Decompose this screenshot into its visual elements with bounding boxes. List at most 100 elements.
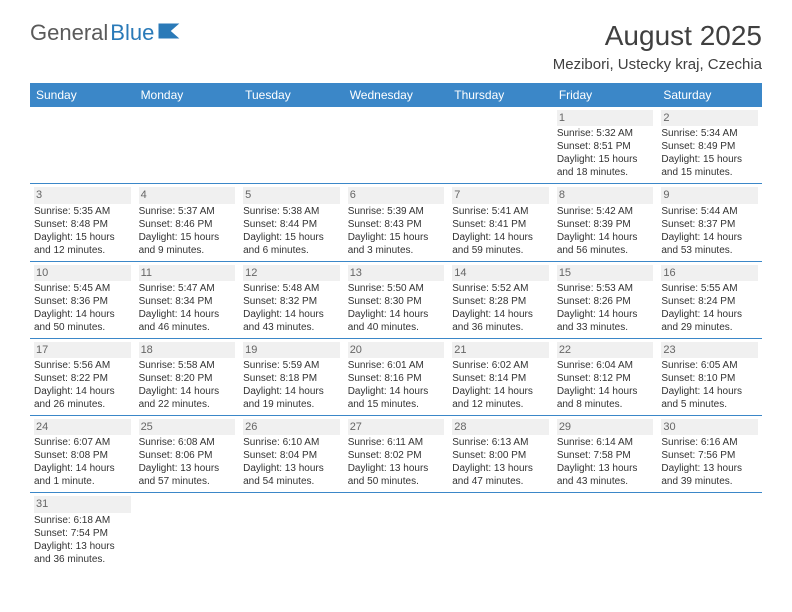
day-details: Sunrise: 6:01 AMSunset: 8:16 PMDaylight:… bbox=[348, 359, 445, 411]
calendar-day-cell bbox=[239, 107, 344, 184]
calendar-day-cell bbox=[239, 493, 344, 570]
location: Mezibori, Ustecky kraj, Czechia bbox=[553, 56, 762, 73]
calendar-day-cell bbox=[553, 493, 658, 570]
day-details: Sunrise: 6:10 AMSunset: 8:04 PMDaylight:… bbox=[243, 436, 340, 488]
calendar-day-cell: 17Sunrise: 5:56 AMSunset: 8:22 PMDayligh… bbox=[30, 338, 135, 415]
day-details: Sunrise: 5:45 AMSunset: 8:36 PMDaylight:… bbox=[34, 282, 131, 334]
day-number: 19 bbox=[243, 342, 340, 358]
day-details: Sunrise: 6:14 AMSunset: 7:58 PMDaylight:… bbox=[557, 436, 654, 488]
calendar-day-cell: 11Sunrise: 5:47 AMSunset: 8:34 PMDayligh… bbox=[135, 261, 240, 338]
calendar-day-cell: 31 Sunrise: 6:18 AMSunset: 7:54 PMDayligh… bbox=[30, 493, 135, 570]
calendar-day-cell: 15Sunrise: 5:53 AMSunset: 8:26 PMDayligh… bbox=[553, 261, 658, 338]
calendar-day-cell bbox=[448, 493, 553, 570]
day-number: 7 bbox=[452, 187, 549, 203]
day-number: 15 bbox=[557, 265, 654, 281]
weekday-header: Sunday bbox=[30, 83, 135, 107]
day-details: Sunrise: 6:02 AMSunset: 8:14 PMDaylight:… bbox=[452, 359, 549, 411]
calendar-day-cell: 22Sunrise: 6:04 AMSunset: 8:12 PMDayligh… bbox=[553, 338, 658, 415]
logo: GeneralBlue bbox=[30, 20, 184, 46]
day-details: Sunrise: 5:56 AMSunset: 8:22 PMDaylight:… bbox=[34, 359, 131, 411]
day-number: 6 bbox=[348, 187, 445, 203]
day-number: 11 bbox=[139, 265, 236, 281]
day-number: 8 bbox=[557, 187, 654, 203]
day-number: 14 bbox=[452, 265, 549, 281]
day-details: Sunrise: 5:34 AMSunset: 8:49 PMDaylight:… bbox=[661, 127, 758, 179]
calendar-day-cell: 13Sunrise: 5:50 AMSunset: 8:30 PMDayligh… bbox=[344, 261, 449, 338]
day-details: Sunrise: 5:42 AMSunset: 8:39 PMDaylight:… bbox=[557, 205, 654, 257]
calendar-day-cell bbox=[344, 107, 449, 184]
calendar-day-cell bbox=[657, 493, 762, 570]
day-details: Sunrise: 5:53 AMSunset: 8:26 PMDaylight:… bbox=[557, 282, 654, 334]
day-details: Sunrise: 6:18 AMSunset: 7:54 PMDaylight:… bbox=[34, 514, 131, 566]
calendar-day-cell: 26Sunrise: 6:10 AMSunset: 8:04 PMDayligh… bbox=[239, 416, 344, 493]
flag-icon bbox=[158, 20, 184, 46]
day-number: 25 bbox=[139, 419, 236, 435]
day-number: 12 bbox=[243, 265, 340, 281]
weekday-header: Tuesday bbox=[239, 83, 344, 107]
weekday-header: Saturday bbox=[657, 83, 762, 107]
day-details: Sunrise: 5:47 AMSunset: 8:34 PMDaylight:… bbox=[139, 282, 236, 334]
day-details: Sunrise: 5:52 AMSunset: 8:28 PMDaylight:… bbox=[452, 282, 549, 334]
calendar-day-cell: 30Sunrise: 6:16 AMSunset: 7:56 PMDayligh… bbox=[657, 416, 762, 493]
calendar-week-row: 3Sunrise: 5:35 AMSunset: 8:48 PMDaylight… bbox=[30, 184, 762, 261]
calendar-day-cell: 3Sunrise: 5:35 AMSunset: 8:48 PMDaylight… bbox=[30, 184, 135, 261]
calendar-day-cell: 8 Sunrise: 5:42 AMSunset: 8:39 PMDaylight… bbox=[553, 184, 658, 261]
calendar-day-cell: 4 Sunrise: 5:37 AMSunset: 8:46 PMDaylight… bbox=[135, 184, 240, 261]
title-block: August 2025 Mezibori, Ustecky kraj, Czec… bbox=[553, 20, 762, 73]
day-details: Sunrise: 5:44 AMSunset: 8:37 PMDaylight:… bbox=[661, 205, 758, 257]
calendar-day-cell bbox=[344, 493, 449, 570]
month-title: August 2025 bbox=[553, 20, 762, 52]
day-number: 21 bbox=[452, 342, 549, 358]
calendar-day-cell: 28Sunrise: 6:13 AMSunset: 8:00 PMDayligh… bbox=[448, 416, 553, 493]
day-number: 5 bbox=[243, 187, 340, 203]
day-number: 20 bbox=[348, 342, 445, 358]
day-details: Sunrise: 5:39 AMSunset: 8:43 PMDaylight:… bbox=[348, 205, 445, 257]
calendar-week-row: 17Sunrise: 5:56 AMSunset: 8:22 PMDayligh… bbox=[30, 338, 762, 415]
weekday-header: Wednesday bbox=[344, 83, 449, 107]
day-number: 29 bbox=[557, 419, 654, 435]
day-number: 16 bbox=[661, 265, 758, 281]
calendar-week-row: 10Sunrise: 5:45 AMSunset: 8:36 PMDayligh… bbox=[30, 261, 762, 338]
calendar-day-cell: 27Sunrise: 6:11 AMSunset: 8:02 PMDayligh… bbox=[344, 416, 449, 493]
day-number: 31 bbox=[34, 496, 131, 512]
logo-text-blue: Blue bbox=[110, 20, 154, 46]
day-details: Sunrise: 5:32 AMSunset: 8:51 PMDaylight:… bbox=[557, 127, 654, 179]
day-details: Sunrise: 5:55 AMSunset: 8:24 PMDaylight:… bbox=[661, 282, 758, 334]
weekday-header: Thursday bbox=[448, 83, 553, 107]
day-number: 1 bbox=[557, 110, 654, 126]
calendar-day-cell: 29Sunrise: 6:14 AMSunset: 7:58 PMDayligh… bbox=[553, 416, 658, 493]
day-number: 27 bbox=[348, 419, 445, 435]
weekday-header-row: SundayMondayTuesdayWednesdayThursdayFrid… bbox=[30, 83, 762, 107]
day-number: 2 bbox=[661, 110, 758, 126]
calendar-table: SundayMondayTuesdayWednesdayThursdayFrid… bbox=[30, 83, 762, 570]
calendar-day-cell: 21Sunrise: 6:02 AMSunset: 8:14 PMDayligh… bbox=[448, 338, 553, 415]
calendar-day-cell: 7Sunrise: 5:41 AMSunset: 8:41 PMDaylight… bbox=[448, 184, 553, 261]
day-details: Sunrise: 5:58 AMSunset: 8:20 PMDaylight:… bbox=[139, 359, 236, 411]
calendar-week-row: 1Sunrise: 5:32 AMSunset: 8:51 PMDaylight… bbox=[30, 107, 762, 184]
day-number: 28 bbox=[452, 419, 549, 435]
calendar-week-row: 31 Sunrise: 6:18 AMSunset: 7:54 PMDayligh… bbox=[30, 493, 762, 570]
day-number: 4 bbox=[139, 187, 236, 203]
calendar-day-cell bbox=[135, 107, 240, 184]
day-number: 26 bbox=[243, 419, 340, 435]
day-number: 30 bbox=[661, 419, 758, 435]
calendar-day-cell: 1Sunrise: 5:32 AMSunset: 8:51 PMDaylight… bbox=[553, 107, 658, 184]
day-number: 13 bbox=[348, 265, 445, 281]
calendar-day-cell bbox=[135, 493, 240, 570]
day-details: Sunrise: 5:59 AMSunset: 8:18 PMDaylight:… bbox=[243, 359, 340, 411]
calendar-day-cell bbox=[30, 107, 135, 184]
logo-text-general: General bbox=[30, 20, 108, 46]
calendar-day-cell: 14Sunrise: 5:52 AMSunset: 8:28 PMDayligh… bbox=[448, 261, 553, 338]
calendar-day-cell: 10Sunrise: 5:45 AMSunset: 8:36 PMDayligh… bbox=[30, 261, 135, 338]
calendar-day-cell: 19Sunrise: 5:59 AMSunset: 8:18 PMDayligh… bbox=[239, 338, 344, 415]
day-details: Sunrise: 5:37 AMSunset: 8:46 PMDaylight:… bbox=[139, 205, 236, 257]
calendar-day-cell: 9Sunrise: 5:44 AMSunset: 8:37 PMDaylight… bbox=[657, 184, 762, 261]
day-details: Sunrise: 5:48 AMSunset: 8:32 PMDaylight:… bbox=[243, 282, 340, 334]
day-number: 22 bbox=[557, 342, 654, 358]
calendar-day-cell: 25Sunrise: 6:08 AMSunset: 8:06 PMDayligh… bbox=[135, 416, 240, 493]
calendar-day-cell: 6 Sunrise: 5:39 AMSunset: 8:43 PMDaylight… bbox=[344, 184, 449, 261]
calendar-day-cell: 24Sunrise: 6:07 AMSunset: 8:08 PMDayligh… bbox=[30, 416, 135, 493]
day-details: Sunrise: 6:11 AMSunset: 8:02 PMDaylight:… bbox=[348, 436, 445, 488]
calendar-day-cell: 5Sunrise: 5:38 AMSunset: 8:44 PMDaylight… bbox=[239, 184, 344, 261]
calendar-week-row: 24Sunrise: 6:07 AMSunset: 8:08 PMDayligh… bbox=[30, 416, 762, 493]
